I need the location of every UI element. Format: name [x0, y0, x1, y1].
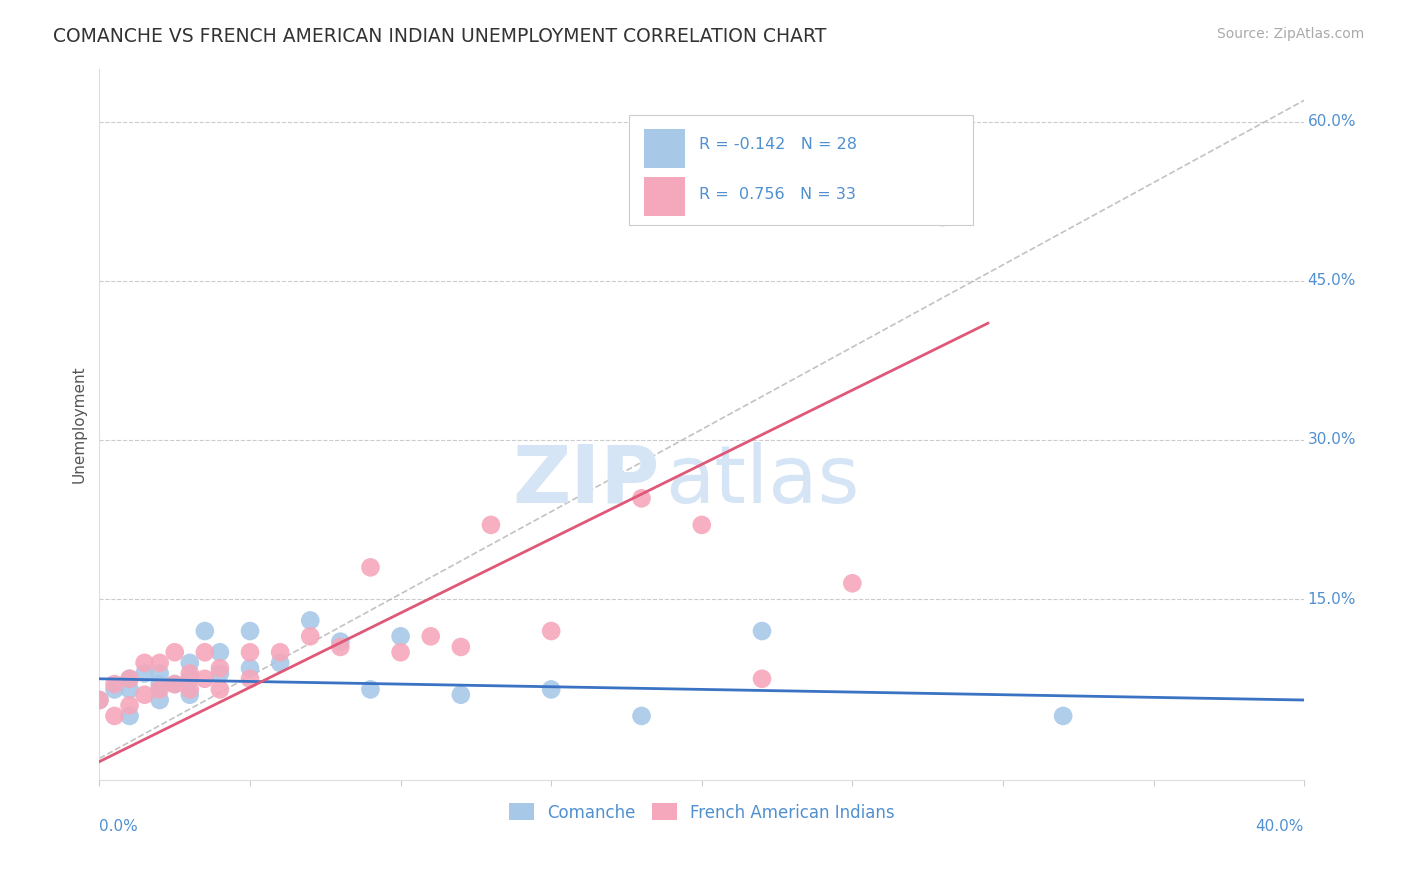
Point — [103, 709, 125, 723]
Point — [179, 656, 201, 670]
FancyBboxPatch shape — [644, 177, 685, 216]
Point — [194, 624, 217, 638]
Point — [163, 645, 186, 659]
Point — [179, 682, 201, 697]
Text: 40.0%: 40.0% — [1256, 819, 1305, 834]
Point — [239, 645, 262, 659]
Point — [134, 688, 156, 702]
Point — [134, 666, 156, 681]
Text: Source: ZipAtlas.com: Source: ZipAtlas.com — [1216, 27, 1364, 41]
Point — [359, 560, 381, 574]
Point — [149, 677, 172, 691]
Point — [208, 666, 231, 681]
Point — [149, 656, 172, 670]
Point — [239, 624, 262, 638]
Point — [751, 672, 773, 686]
Text: COMANCHE VS FRENCH AMERICAN INDIAN UNEMPLOYMENT CORRELATION CHART: COMANCHE VS FRENCH AMERICAN INDIAN UNEMP… — [53, 27, 827, 45]
Point — [299, 614, 322, 628]
Point — [630, 709, 652, 723]
Point — [389, 629, 412, 643]
Point — [118, 709, 141, 723]
Point — [208, 682, 231, 697]
Point — [931, 210, 953, 224]
Point — [118, 672, 141, 686]
Point — [89, 693, 111, 707]
Text: 15.0%: 15.0% — [1308, 591, 1355, 607]
FancyBboxPatch shape — [644, 128, 685, 168]
Point — [194, 672, 217, 686]
Point — [179, 688, 201, 702]
Point — [239, 661, 262, 675]
Point — [208, 645, 231, 659]
Point — [269, 645, 291, 659]
Point — [329, 640, 352, 654]
Point — [208, 661, 231, 675]
Text: R = -0.142   N = 28: R = -0.142 N = 28 — [699, 137, 858, 152]
Text: 45.0%: 45.0% — [1308, 273, 1355, 288]
FancyBboxPatch shape — [630, 115, 973, 225]
Point — [163, 677, 186, 691]
Point — [118, 682, 141, 697]
Text: ZIP: ZIP — [512, 442, 659, 520]
Point — [149, 693, 172, 707]
Point — [690, 517, 713, 532]
Point — [179, 666, 201, 681]
Point — [1052, 709, 1074, 723]
Point — [89, 693, 111, 707]
Point — [299, 629, 322, 643]
Point — [179, 672, 201, 686]
Point — [389, 645, 412, 659]
Point — [329, 634, 352, 648]
Legend: Comanche, French American Indians: Comanche, French American Indians — [502, 797, 901, 828]
Point — [751, 624, 773, 638]
Point — [163, 677, 186, 691]
Point — [479, 517, 502, 532]
Point — [149, 666, 172, 681]
Point — [450, 688, 472, 702]
Point — [194, 645, 217, 659]
Point — [103, 677, 125, 691]
Point — [239, 672, 262, 686]
Point — [841, 576, 863, 591]
Y-axis label: Unemployment: Unemployment — [72, 365, 86, 483]
Point — [540, 624, 562, 638]
Text: 60.0%: 60.0% — [1308, 114, 1357, 129]
Point — [359, 682, 381, 697]
Text: 0.0%: 0.0% — [100, 819, 138, 834]
Text: R =  0.756   N = 33: R = 0.756 N = 33 — [699, 186, 856, 202]
Point — [450, 640, 472, 654]
Text: 30.0%: 30.0% — [1308, 433, 1357, 448]
Point — [134, 656, 156, 670]
Point — [540, 682, 562, 697]
Point — [269, 656, 291, 670]
Point — [103, 682, 125, 697]
Point — [630, 491, 652, 506]
Point — [118, 672, 141, 686]
Point — [149, 682, 172, 697]
Text: atlas: atlas — [665, 442, 860, 520]
Point — [419, 629, 441, 643]
Point — [118, 698, 141, 713]
